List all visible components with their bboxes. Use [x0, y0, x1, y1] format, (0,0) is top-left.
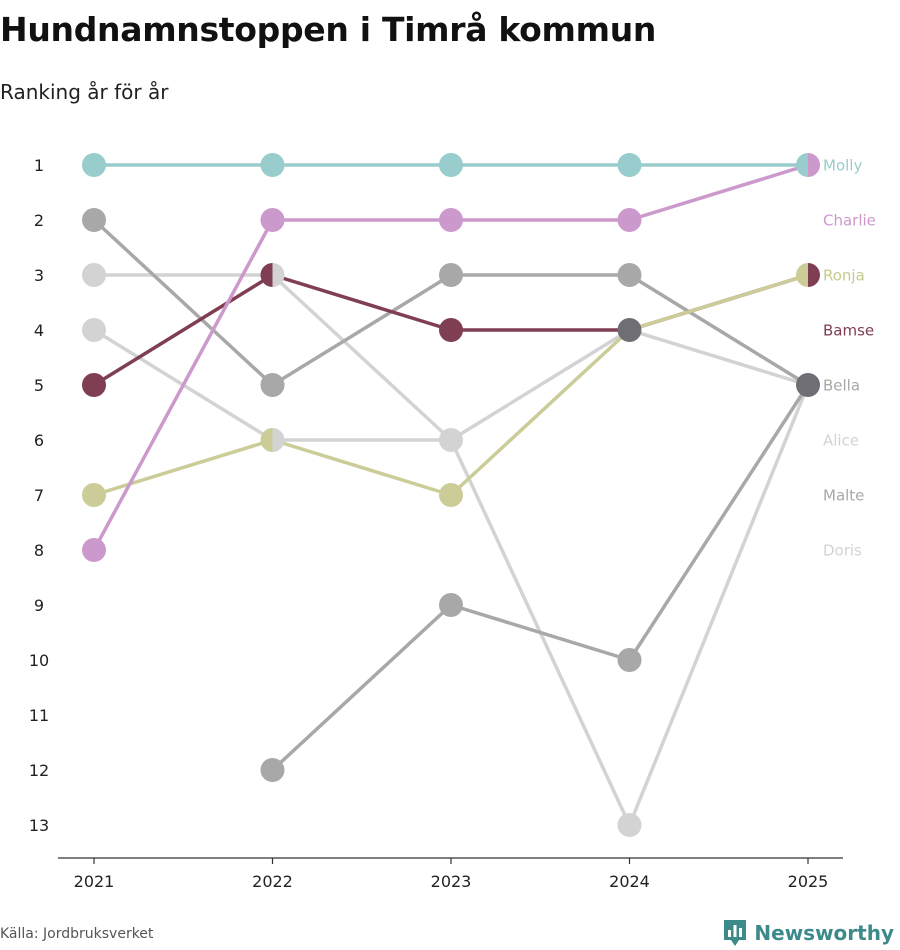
data-point-charlie	[808, 153, 820, 177]
data-point-molly	[617, 153, 642, 177]
series-label-charlie: Charlie	[823, 212, 876, 230]
y-tick-label: 7	[34, 486, 44, 505]
data-point-ronja	[260, 428, 273, 452]
y-tick-label: 3	[34, 266, 44, 285]
series-line-bella	[92, 218, 809, 387]
data-point-molly	[439, 153, 463, 177]
data-point-ronja	[439, 483, 463, 507]
data-point-charlie	[439, 208, 463, 232]
y-tick-label: 13	[29, 816, 49, 835]
series-label-malte: Malte	[823, 487, 864, 505]
data-point-alice	[439, 428, 451, 452]
chart-title: Hundnamnstoppen i Timrå kommun	[0, 10, 657, 49]
series-label-molly: Molly	[823, 157, 862, 175]
data-point-doris	[451, 428, 463, 452]
data-point-alice	[82, 263, 106, 287]
data-point-bamse	[439, 318, 463, 342]
x-tick-label: 2023	[431, 872, 472, 891]
series-label-ronja: Ronja	[823, 267, 865, 285]
data-point-alice	[272, 263, 285, 287]
data-point-malte	[439, 593, 463, 617]
brand-logo: Newsworthy	[722, 918, 894, 948]
series-label-alice: Alice	[823, 432, 859, 450]
chart-subtitle: Ranking år för år	[0, 80, 169, 104]
data-point-molly	[82, 153, 106, 177]
data-point-molly	[260, 153, 285, 177]
x-tick-label: 2021	[74, 872, 115, 891]
x-tick-label: 2024	[609, 872, 650, 891]
y-tick-label: 12	[29, 761, 49, 780]
data-point-doris	[82, 318, 106, 342]
y-tick-label: 6	[34, 431, 44, 450]
data-point-bella	[617, 263, 642, 287]
data-point-charlie	[260, 208, 285, 232]
data-point-shared	[796, 373, 820, 397]
series-label-doris: Doris	[823, 542, 862, 560]
x-tick-label: 2025	[788, 872, 829, 891]
data-point-bella	[439, 263, 463, 287]
series-labels: Molly Charlie Ronja Bamse Bella Alice Malte Dor…	[823, 157, 876, 560]
data-point-malte	[260, 758, 285, 782]
y-tick-label: 1	[34, 156, 44, 175]
y-tick-label: 8	[34, 541, 44, 560]
series-label-bamse: Bamse	[823, 322, 874, 340]
data-point-malte	[617, 648, 642, 672]
series-line-malte	[271, 384, 810, 772]
data-point-ronja	[82, 483, 106, 507]
series-points	[82, 153, 820, 837]
data-point-doris	[617, 813, 642, 837]
brand-name: Newsworthy	[754, 921, 894, 945]
data-point-charlie	[82, 538, 106, 562]
series-line-alice	[94, 273, 809, 442]
y-tick-label: 4	[34, 321, 44, 340]
series-line-doris	[93, 328, 810, 827]
data-point-ronja	[796, 263, 808, 287]
data-point-bamse	[82, 373, 106, 397]
data-point-charlie	[617, 208, 642, 232]
data-point-bamse	[808, 263, 820, 287]
x-axis: 2021 2022 2023 2024 2025	[74, 858, 829, 891]
data-point-shared	[617, 318, 642, 342]
data-point-doris	[272, 428, 285, 452]
y-tick-label: 2	[34, 211, 44, 230]
series-label-bella: Bella	[823, 377, 860, 395]
x-tick-label: 2022	[252, 872, 293, 891]
data-point-bella	[260, 373, 285, 397]
data-point-bella	[82, 208, 106, 232]
y-tick-label: 5	[34, 376, 44, 395]
newsworthy-logo-icon	[724, 920, 747, 946]
y-tick-label: 9	[34, 596, 44, 615]
y-tick-label: 11	[29, 706, 49, 725]
data-point-bamse	[260, 263, 273, 287]
source-note: Källa: Jordbruksverket	[0, 926, 154, 942]
y-tick-label: 10	[29, 651, 49, 670]
data-point-molly	[796, 153, 808, 177]
series-line-ronja	[93, 273, 809, 497]
